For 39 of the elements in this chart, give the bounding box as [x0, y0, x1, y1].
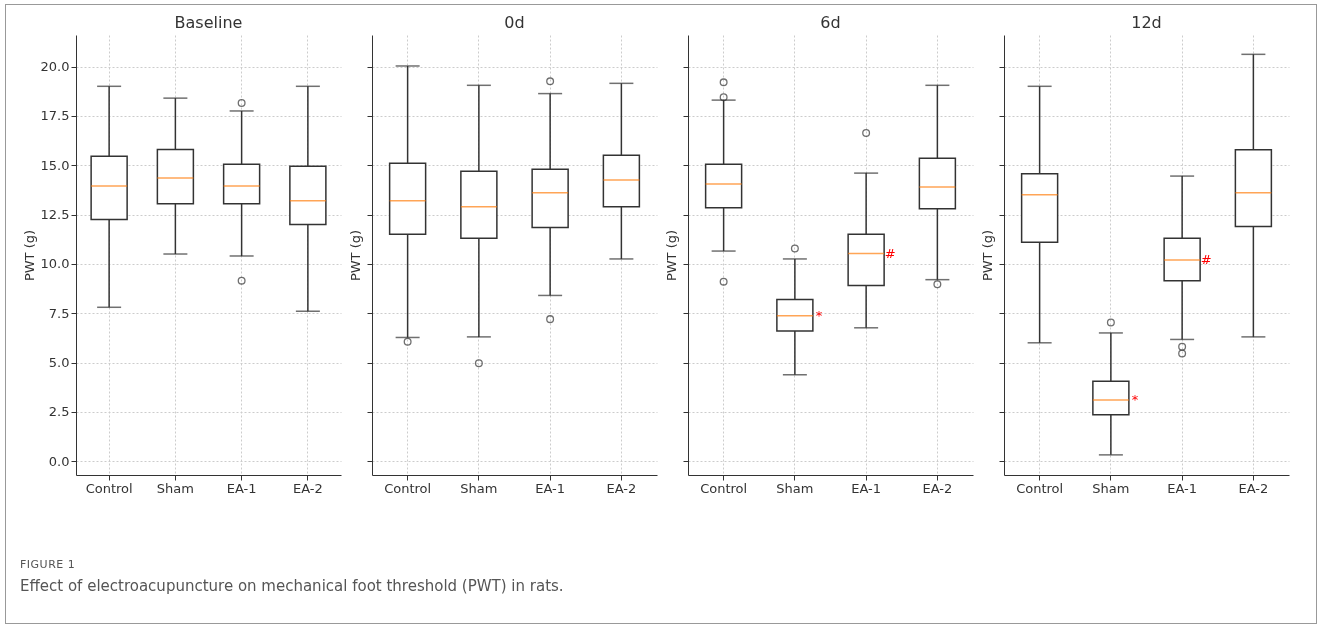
y-tick-label: 7.5: [48, 305, 70, 321]
x-tick-label: EA-2: [606, 480, 637, 496]
y-tick-label: 12.5: [40, 207, 70, 223]
x-tick-label: Control: [1016, 480, 1064, 496]
x-tick-label: EA-2: [292, 480, 323, 496]
x-tick-label: EA-2: [922, 480, 953, 496]
text: Effect of electroacupuncture on mechanical foot threshold (PWT) in rats.: [20, 577, 564, 595]
y-tick-label: 0.0: [48, 453, 70, 469]
y-tick-label: 15.0: [40, 157, 70, 173]
x-tick-label: EA-1: [226, 480, 257, 496]
x-tick-label: EA-1: [851, 480, 882, 496]
chart-title: 12d: [1131, 13, 1162, 32]
x-tick-label: Control: [85, 480, 133, 496]
x-tick-label: Sham: [460, 480, 498, 496]
chart-title: Baseline: [174, 13, 243, 32]
annotation: *: [1131, 392, 1139, 408]
annotation: #: [1200, 251, 1212, 267]
x-tick-label: Sham: [1092, 480, 1130, 496]
x-tick-label: Sham: [156, 480, 194, 496]
y-axis-title: PWT (g): [980, 229, 995, 282]
annotation: #: [884, 245, 896, 261]
caption: FIGURE 1: [20, 558, 77, 571]
x-tick-label: EA-2: [1238, 480, 1269, 496]
chart-title: 6d: [820, 13, 841, 32]
y-axis-title: PWT (g): [348, 229, 363, 282]
y-axis-title: PWT (g): [664, 229, 679, 282]
y-axis-title: PWT (g): [21, 229, 37, 282]
y-tick-label: 5.0: [48, 355, 70, 371]
x-tick-label: Control: [700, 480, 748, 496]
chart-title: 0d: [504, 13, 525, 32]
y-tick-label: 2.5: [48, 404, 70, 420]
x-tick-label: EA-1: [1167, 480, 1198, 496]
y-tick-label: 10.0: [40, 256, 70, 272]
x-tick-label: Sham: [776, 480, 814, 496]
annotation: *: [815, 307, 823, 323]
y-tick-label: 17.5: [40, 108, 70, 124]
x-tick-label: EA-1: [535, 480, 566, 496]
x-tick-label: Control: [384, 480, 432, 496]
y-tick-label: 20.0: [40, 59, 70, 75]
